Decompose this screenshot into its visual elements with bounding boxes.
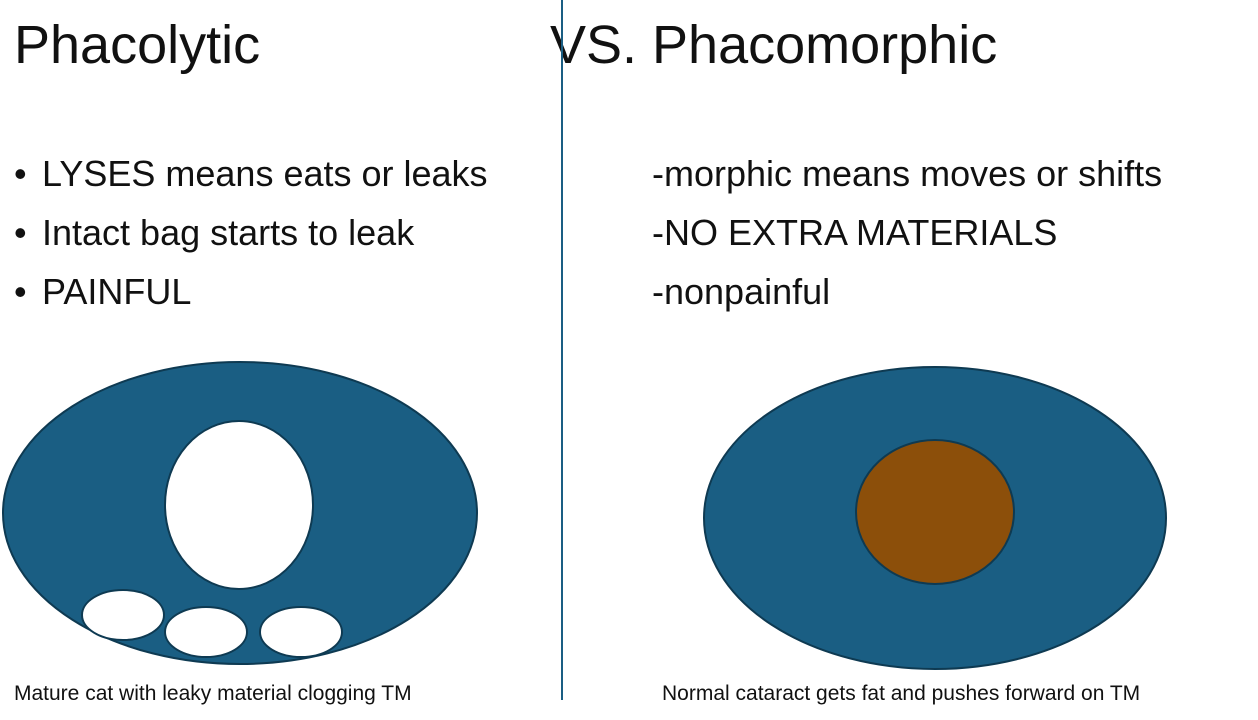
phacomorphic-lens-nucleus xyxy=(855,439,1015,585)
line-item: -morphic means moves or shifts xyxy=(652,153,1163,194)
vertical-divider xyxy=(561,0,563,700)
phacolytic-eye-diagram xyxy=(2,361,478,665)
title-phacolytic: Phacolytic xyxy=(14,15,261,75)
title-phacomorphic: VS. Phacomorphic xyxy=(550,15,998,75)
phacomorphic-line-list: -morphic means moves or shifts -NO EXTRA… xyxy=(652,144,1162,321)
phacolytic-bullet-list: • LYSES means eats or leaks • Intact bag s… xyxy=(14,144,488,321)
bullet-item: • PAINFUL xyxy=(14,262,488,321)
leaked-material-blob xyxy=(164,606,248,658)
bullet-dot-icon: • xyxy=(14,271,27,312)
leaked-material-blob xyxy=(81,589,165,641)
bullet-dot-icon: • xyxy=(14,212,27,253)
phacolytic-lens-nucleus xyxy=(164,420,314,590)
phacomorphic-caption: Normal cataract gets fat and pushes forw… xyxy=(662,682,1141,705)
line-item: -nonpainful xyxy=(652,271,831,312)
bullet-item: • LYSES means eats or leaks xyxy=(14,144,488,203)
bullet-item: • Intact bag starts to leak xyxy=(14,203,488,262)
bullet-dot-icon: • xyxy=(14,153,27,194)
leaked-material-blob xyxy=(259,606,343,658)
line-item: -NO EXTRA MATERIALS xyxy=(652,212,1058,253)
phacomorphic-eye-diagram xyxy=(703,366,1167,670)
phacolytic-caption: Mature cat with leaky material clogging … xyxy=(14,682,412,705)
